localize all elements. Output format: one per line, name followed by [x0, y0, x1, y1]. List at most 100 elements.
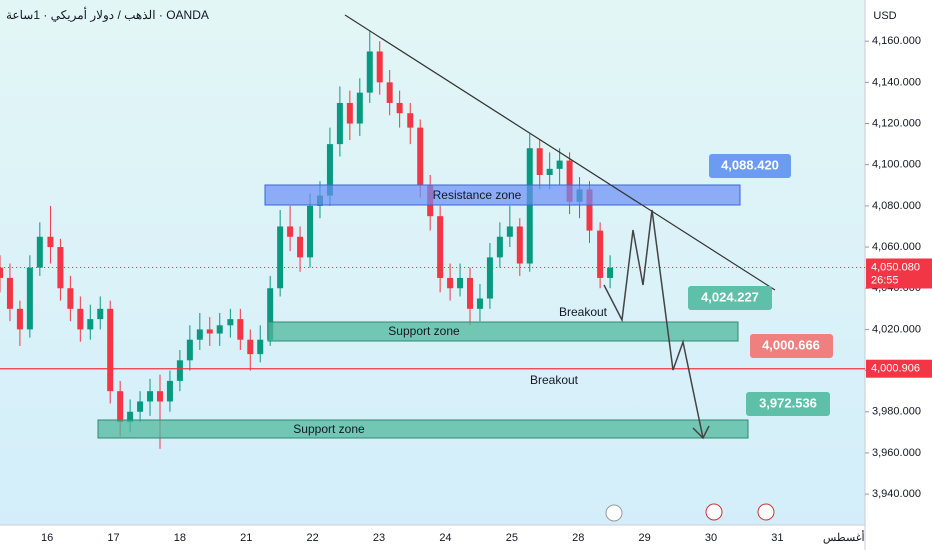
plot-background: [0, 0, 865, 525]
candle-body: [6, 277, 13, 309]
countdown: 26:55: [871, 274, 899, 286]
candle-body: [297, 236, 304, 258]
candle-body: [586, 189, 593, 231]
y-tick-label: 4,080.000: [872, 200, 921, 212]
x-tick-label: 21: [240, 532, 252, 544]
candle-body: [0, 267, 3, 278]
candle-body: [366, 51, 373, 93]
candle-body: [107, 308, 114, 392]
x-tick-label: 30: [705, 532, 717, 544]
x-tick-label: أغسطس: [823, 530, 865, 544]
candle-body: [546, 168, 553, 175]
breakout-label: Breakout: [559, 305, 608, 319]
price-callout[interactable]: [746, 392, 830, 416]
x-tick-label: 29: [638, 532, 650, 544]
zone-label: Support zone: [293, 422, 365, 436]
candle-body: [156, 391, 163, 402]
candle-body: [137, 401, 144, 412]
candle-body: [307, 205, 314, 258]
arrow-head: [692, 425, 710, 440]
candle-body: [457, 277, 464, 289]
candle-body: [386, 82, 393, 103]
currency-label: USD: [873, 10, 896, 22]
x-tick-label: 17: [107, 532, 119, 544]
candle-body: [67, 288, 74, 309]
candle-body: [516, 226, 523, 264]
candle-body: [206, 329, 213, 334]
candle-body: [356, 92, 363, 124]
price-callout-text: 4,000.666: [762, 337, 820, 352]
candle-body: [467, 277, 474, 309]
price-callout-text: 4,088.420: [721, 157, 779, 172]
candle-body: [346, 102, 353, 124]
y-tick-label: 3,940.000: [872, 488, 921, 500]
price-tag: [866, 258, 932, 289]
x-tick-label: 24: [439, 532, 451, 544]
x-tick-label: 22: [307, 532, 319, 544]
candle-body: [566, 160, 573, 202]
candle-body: [607, 267, 614, 278]
candle-body: [417, 127, 424, 186]
candle-body: [127, 411, 134, 423]
candle-body: [237, 319, 244, 340]
time-axis: [0, 525, 865, 550]
candle-body: [87, 319, 94, 330]
candle-body: [77, 308, 84, 330]
candle-body: [257, 339, 264, 355]
y-tick-label: 3,980.000: [872, 406, 921, 418]
candle-body: [287, 226, 294, 237]
candle-body: [336, 102, 343, 145]
x-tick-label: 28: [572, 532, 584, 544]
candle-body: [186, 339, 193, 361]
trend-line[interactable]: [344, 14, 776, 291]
event-icon[interactable]: [705, 503, 723, 521]
candle-body: [117, 391, 124, 423]
price-tag: [866, 359, 932, 378]
candle-body: [476, 298, 483, 309]
candle-body: [47, 236, 54, 248]
x-tick-label: 25: [506, 532, 518, 544]
candle-body: [407, 113, 414, 128]
price-tag-text: 4,000.906: [871, 363, 920, 375]
candle-body: [496, 236, 503, 258]
candle-body: [526, 148, 533, 264]
candle-body: [506, 226, 513, 237]
price-tag-text: 4,050.080: [871, 261, 920, 273]
candle-body: [597, 230, 604, 278]
candle-body: [447, 277, 454, 289]
price-callout[interactable]: [750, 334, 833, 358]
support-zone[interactable]: [97, 419, 749, 439]
candle-body: [376, 51, 383, 83]
candle-body: [196, 329, 203, 340]
candle-body: [486, 257, 493, 299]
projection-path[interactable]: [603, 209, 704, 439]
x-tick-label: 23: [373, 532, 385, 544]
x-tick-label: 16: [41, 532, 53, 544]
candle-body: [26, 267, 33, 330]
breakout-label: Breakout: [530, 373, 579, 387]
candle-body: [36, 236, 43, 268]
candle-body: [176, 360, 183, 381]
candle-body: [437, 216, 444, 278]
resistance-zone[interactable]: [264, 184, 741, 206]
price-callout-text: 4,024.227: [701, 289, 759, 304]
x-tick-label: 31: [771, 532, 783, 544]
y-tick-label: 4,120.000: [872, 117, 921, 129]
y-tick-label: 4,160.000: [872, 35, 921, 47]
candle-body: [277, 226, 284, 289]
candle-body: [216, 325, 223, 334]
event-icon[interactable]: [605, 504, 623, 522]
event-icon[interactable]: [757, 503, 775, 521]
y-tick-label: 4,100.000: [872, 159, 921, 171]
support-zone[interactable]: [267, 321, 739, 342]
price-callout[interactable]: [709, 154, 791, 178]
candle-body: [326, 144, 333, 196]
candle-body: [556, 160, 563, 169]
chart-title: الذهب / دولار أمريكي · 1ساعة · OANDA: [6, 7, 209, 22]
candle-body: [227, 319, 234, 326]
y-tick-label: 3,960.000: [872, 447, 921, 459]
candle-body: [166, 380, 173, 402]
y-tick-label: 4,060.000: [872, 241, 921, 253]
price-callout[interactable]: [688, 286, 772, 310]
